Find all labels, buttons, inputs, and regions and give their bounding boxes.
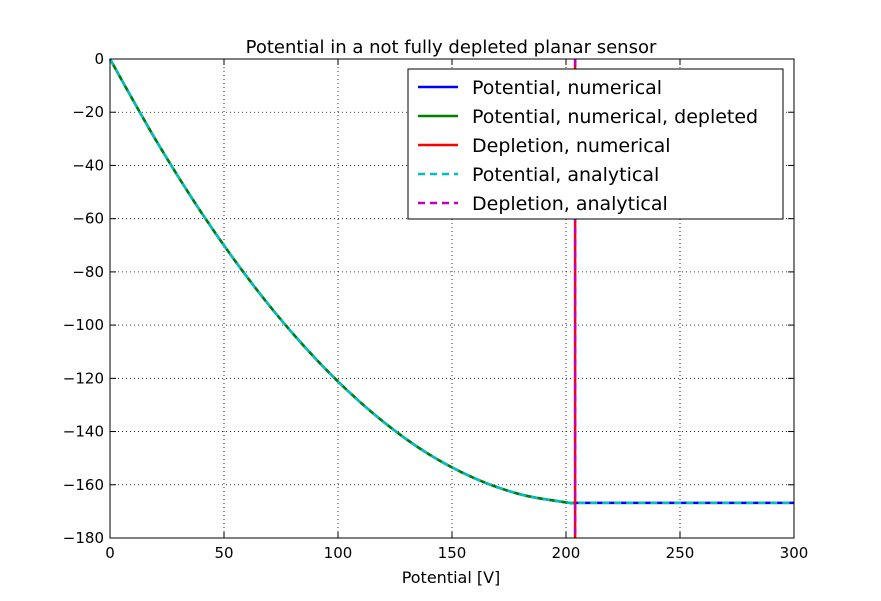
y-tick-label: −180 <box>63 529 104 547</box>
legend: Potential, numerical Potential, numerical… <box>407 68 784 220</box>
y-tick-labels: 0 −20 −40 −60 −80 −100 −120 −140 −160 −180 <box>63 50 104 547</box>
ticks <box>109 58 795 539</box>
x-tick-label: 0 <box>105 544 115 562</box>
y-tick-label: −80 <box>72 263 104 281</box>
chart-title: Potential in a not fully depleted planar… <box>246 37 657 58</box>
legend-items: Potential, numerical Potential, numerical… <box>418 77 758 215</box>
y-tick-label: −160 <box>63 476 104 494</box>
y-tick-label: −20 <box>72 103 104 121</box>
series-line-4 <box>108 58 794 505</box>
x-tick-label: 100 <box>324 544 353 562</box>
legend-label: Depletion, numerical <box>472 135 671 157</box>
legend-label: Potential, numerical, depleted <box>472 106 758 128</box>
y-tick-label: 0 <box>94 50 104 68</box>
y-tick-label: −100 <box>63 316 104 334</box>
legend-label: Potential, numerical <box>472 77 662 99</box>
x-tick-label: 250 <box>666 544 695 562</box>
y-tick-label: −120 <box>63 369 104 387</box>
legend-box <box>407 68 784 220</box>
legend-label: Potential, analytical <box>472 164 659 186</box>
legend-label: Depletion, analytical <box>472 193 668 215</box>
x-tick-labels: 0 50 100 150 200 250 300 <box>105 544 808 562</box>
y-tick-label: −140 <box>63 423 104 441</box>
y-tick-label: −60 <box>72 210 104 228</box>
y-tick-label: −40 <box>72 156 104 174</box>
x-tick-label: 50 <box>214 544 233 562</box>
x-tick-label: 200 <box>552 544 581 562</box>
x-tick-label: 300 <box>780 544 809 562</box>
x-tick-label: 150 <box>438 544 467 562</box>
x-axis-label: Potential [V] <box>402 568 501 587</box>
